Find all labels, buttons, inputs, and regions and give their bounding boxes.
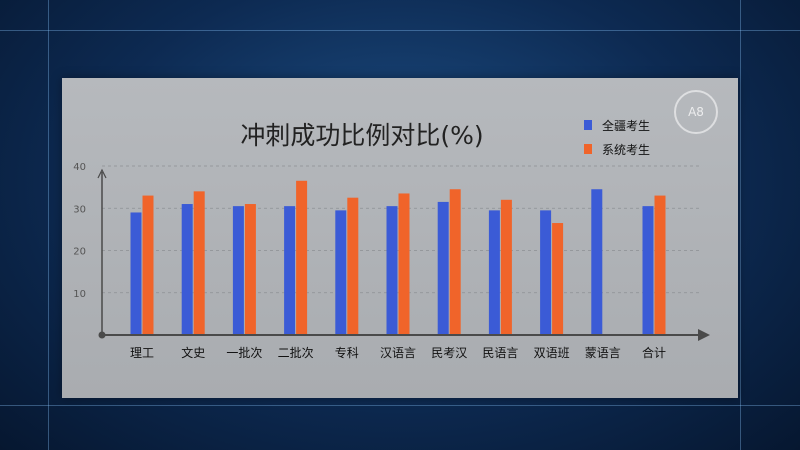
x-axis-arrow [698, 329, 710, 341]
bar-series-0 [130, 212, 142, 335]
legend-label-series-0: 全疆考生 [602, 118, 650, 133]
bar-series-0 [181, 204, 193, 335]
legend-swatch-series-1 [584, 144, 592, 154]
x-tick-label: 理工 [130, 346, 154, 360]
chart-legend: 全疆考生 系统考生 [584, 118, 650, 157]
bar-series-1 [193, 191, 205, 335]
x-tick-label: 一批次 [226, 345, 262, 360]
legend-label-series-1: 系统考生 [602, 143, 650, 157]
bar-series-1 [142, 195, 154, 335]
bar-chart: 冲刺成功比例对比(%) 全疆考生 系统考生 10 20 30 40 理工 文史 一批次 二批次… [73, 118, 710, 360]
bar-series-1 [654, 195, 666, 335]
bar-series-1 [500, 199, 512, 335]
bar-series-1 [449, 189, 461, 335]
bar-series-0 [488, 210, 500, 335]
bar-series-0 [642, 206, 654, 335]
x-tick-label: 汉语言 [380, 346, 416, 360]
bar-series-1 [244, 204, 256, 335]
y-axis-arrow [97, 168, 107, 179]
decorative-badge: A8 [674, 90, 718, 134]
x-tick-label: 蒙语言 [585, 346, 621, 360]
x-tick-label: 二批次 [278, 345, 314, 360]
chart-panel: 冲刺成功比例对比(%) 全疆考生 系统考生 10 20 30 40 理工 文史 一批次 二批次… [62, 78, 738, 398]
bar-series-1 [398, 193, 410, 335]
y-tick-label: 20 [73, 247, 86, 258]
y-tick-label: 10 [73, 289, 86, 300]
bar-series-1 [552, 223, 564, 335]
bar-series-1 [347, 197, 359, 335]
legend-swatch-series-0 [584, 120, 592, 130]
chart-title: 冲刺成功比例对比(%) [240, 121, 483, 150]
y-tick-label: 30 [73, 204, 86, 215]
x-tick-label: 民语言 [482, 346, 518, 360]
bar-series-0 [437, 201, 449, 335]
x-tick-label: 合计 [642, 345, 666, 360]
bar-series-0 [591, 189, 603, 335]
x-tick-label: 专科 [335, 345, 359, 360]
bar-series-0 [232, 206, 244, 335]
bar-series-0 [386, 206, 398, 335]
bar-series-1 [296, 180, 308, 335]
bar-series-0 [335, 210, 347, 335]
x-tick-label: 文史 [181, 345, 205, 360]
y-tick-label: 40 [73, 162, 86, 173]
x-tick-label: 民考汉 [431, 346, 467, 360]
x-tick-label: 双语班 [534, 346, 570, 360]
bar-series-0 [284, 206, 296, 335]
bar-series-0 [540, 210, 552, 335]
axis-origin-dot [98, 331, 106, 339]
